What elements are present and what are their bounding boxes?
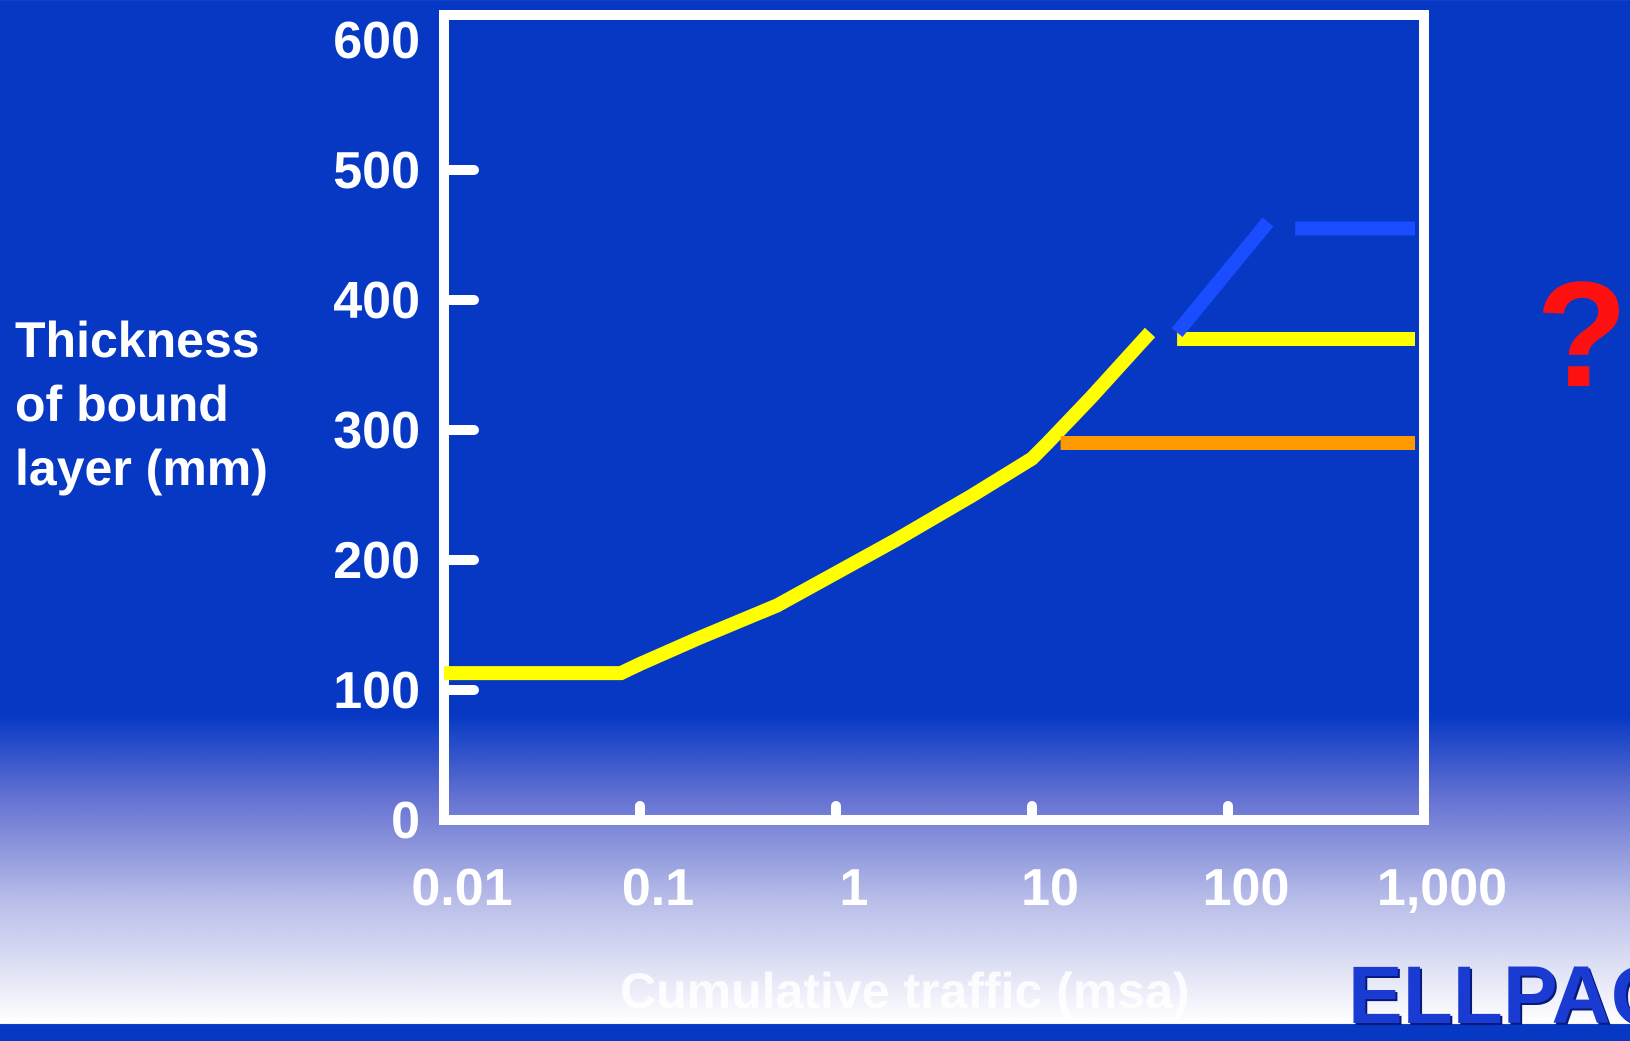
y-tick-label: 200 (333, 532, 420, 590)
y-tick-label: 0 (391, 792, 420, 850)
y-tick-label: 500 (333, 142, 420, 200)
x-axis-label: Cumulative traffic (msa) (620, 963, 1190, 1019)
x-tick-label: 1 (840, 859, 869, 917)
y-axis-label: Thickness of bound layer (mm) (15, 312, 268, 496)
series-line-0 (444, 327, 1156, 681)
y-tick-label: 400 (333, 272, 420, 330)
y-tick-label: 600 (333, 12, 420, 70)
x-tick-label: 10 (1021, 859, 1079, 917)
plot-frame (439, 10, 1429, 825)
question-mark-annotation: ? (1536, 250, 1628, 418)
y-tick-label: 300 (333, 402, 420, 460)
x-tick-label: 0.01 (411, 859, 512, 917)
brand-logo: ELLPAG (1348, 950, 1630, 1041)
x-tick-label: 0.1 (622, 859, 694, 917)
series-line-3 (1171, 217, 1274, 337)
x-tick-label: 1,000 (1377, 859, 1507, 917)
x-tick-label: 100 (1203, 859, 1290, 917)
y-tick-label: 100 (333, 662, 420, 720)
